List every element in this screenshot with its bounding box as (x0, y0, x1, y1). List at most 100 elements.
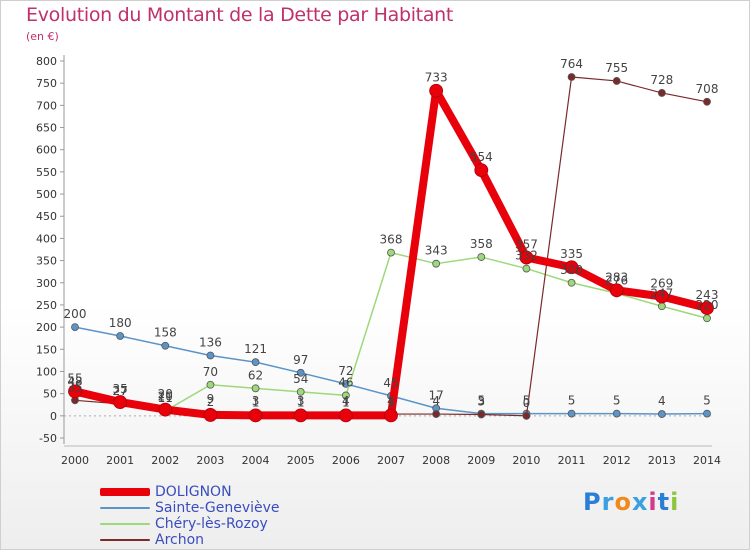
data-label: 62 (248, 368, 263, 382)
legend-swatch-chery-les-rozoy (100, 523, 150, 525)
data-label: 97 (293, 353, 308, 367)
data-point-0 (338, 408, 353, 423)
legend: DOLIGNON Sainte-Geneviève Chéry-lès-Rozo… (100, 484, 280, 548)
legend-label-dolignon: DOLIGNON (155, 484, 232, 500)
data-point-1 (116, 332, 125, 340)
x-tick-label: 2012 (603, 454, 631, 467)
data-point-0 (248, 408, 263, 423)
data-label: 9 (207, 392, 215, 406)
data-label: 4 (342, 394, 350, 408)
data-point-1 (657, 410, 666, 418)
x-tick-label: 2005 (287, 454, 315, 467)
data-point-3 (567, 73, 576, 81)
chart-unit: (en €) (26, 30, 59, 43)
y-tick-label: 500 (36, 188, 57, 201)
data-point-1 (296, 368, 305, 377)
data-label: 4 (658, 394, 666, 408)
data-point-3 (703, 97, 711, 106)
legend-swatch-dolignon (100, 488, 150, 496)
data-label: 54 (293, 372, 308, 386)
x-tick-label: 2000 (61, 454, 89, 467)
legend-item-archon[interactable]: Archon (100, 532, 280, 548)
x-tick-label: 2008 (422, 454, 450, 467)
data-label: 200 (64, 307, 87, 321)
data-point-2 (387, 248, 395, 257)
data-label: 728 (650, 73, 673, 87)
y-tick-label: 700 (36, 99, 57, 112)
data-label: 17 (429, 388, 444, 402)
x-tick-label: 2006 (332, 454, 360, 467)
y-tick-label: 400 (36, 232, 57, 245)
data-point-1 (161, 341, 170, 350)
legend-swatch-archon (100, 539, 150, 541)
data-point-3 (522, 411, 531, 420)
data-point-0 (609, 283, 624, 298)
chart-title: Evolution du Montant de la Dette par Hab… (26, 4, 454, 26)
x-tick-label: 2002 (151, 454, 179, 467)
proxiti-logo: Proxiti (583, 488, 680, 516)
data-label: 121 (244, 342, 267, 356)
data-point-2 (703, 314, 711, 323)
x-tick-label: 2014 (693, 454, 721, 467)
data-label: 1 (387, 395, 395, 409)
data-label: 1 (297, 395, 305, 409)
legend-item-sainte-genevieve[interactable]: Sainte-Geneviève (100, 500, 280, 516)
data-label: 35 (67, 380, 82, 394)
legend-item-dolignon[interactable]: DOLIGNON (100, 484, 280, 500)
data-point-1 (567, 409, 576, 418)
data-point-0 (700, 301, 714, 315)
data-label: 5 (568, 394, 576, 408)
data-label: 343 (425, 244, 448, 258)
data-label: 554 (470, 150, 493, 164)
data-label: 27 (113, 384, 128, 398)
x-tick-label: 2010 (512, 454, 540, 467)
data-label: 4 (387, 394, 395, 408)
legend-label-chery-les-rozoy: Chéry-lès-Rozoy (155, 516, 268, 532)
x-tick-label: 2007 (377, 454, 405, 467)
data-point-1 (71, 323, 79, 332)
data-label: 755 (605, 61, 628, 75)
y-tick-label: 650 (36, 122, 57, 135)
data-point-0 (68, 384, 82, 399)
y-tick-label: 350 (36, 255, 57, 268)
x-tick-label: 2011 (558, 454, 586, 467)
data-label: 764 (560, 57, 583, 71)
data-label: 55 (67, 371, 82, 385)
x-tick-label: 2009 (467, 454, 495, 467)
data-label: 5 (703, 394, 711, 408)
y-tick-label: 750 (36, 77, 57, 90)
data-label: 11 (158, 391, 173, 405)
data-label: 300 (560, 263, 583, 277)
y-tick-label: 800 (36, 55, 57, 68)
y-tick-label: 600 (36, 144, 57, 157)
data-point-2 (657, 302, 666, 311)
data-point-0 (519, 250, 534, 265)
data-label: 48 (67, 375, 82, 389)
data-label: 4 (432, 394, 440, 408)
data-label: 46 (338, 375, 353, 389)
data-label: 20 (158, 387, 173, 401)
data-label: 283 (605, 270, 628, 284)
data-label: 358 (470, 237, 493, 251)
y-tick-label: 100 (36, 365, 57, 378)
data-label: 35 (113, 382, 128, 396)
x-tick-label: 2003 (196, 454, 224, 467)
data-label: 27 (113, 384, 128, 398)
data-point-0 (654, 289, 669, 304)
data-label: 276 (605, 273, 628, 287)
data-point-2 (206, 380, 215, 389)
data-label: 20 (158, 390, 173, 404)
data-label: 3 (477, 394, 485, 408)
x-tick-label: 2004 (242, 454, 270, 467)
legend-item-chery-les-rozoy[interactable]: Chéry-lès-Rozoy (100, 516, 280, 532)
data-label: 180 (109, 316, 132, 330)
data-point-0 (429, 83, 444, 98)
data-label: 357 (515, 237, 538, 251)
data-point-2 (296, 387, 305, 396)
data-point-0 (564, 260, 579, 275)
data-label: 70 (203, 365, 218, 379)
y-tick-label: 450 (36, 210, 57, 223)
data-label: 3 (297, 394, 305, 408)
